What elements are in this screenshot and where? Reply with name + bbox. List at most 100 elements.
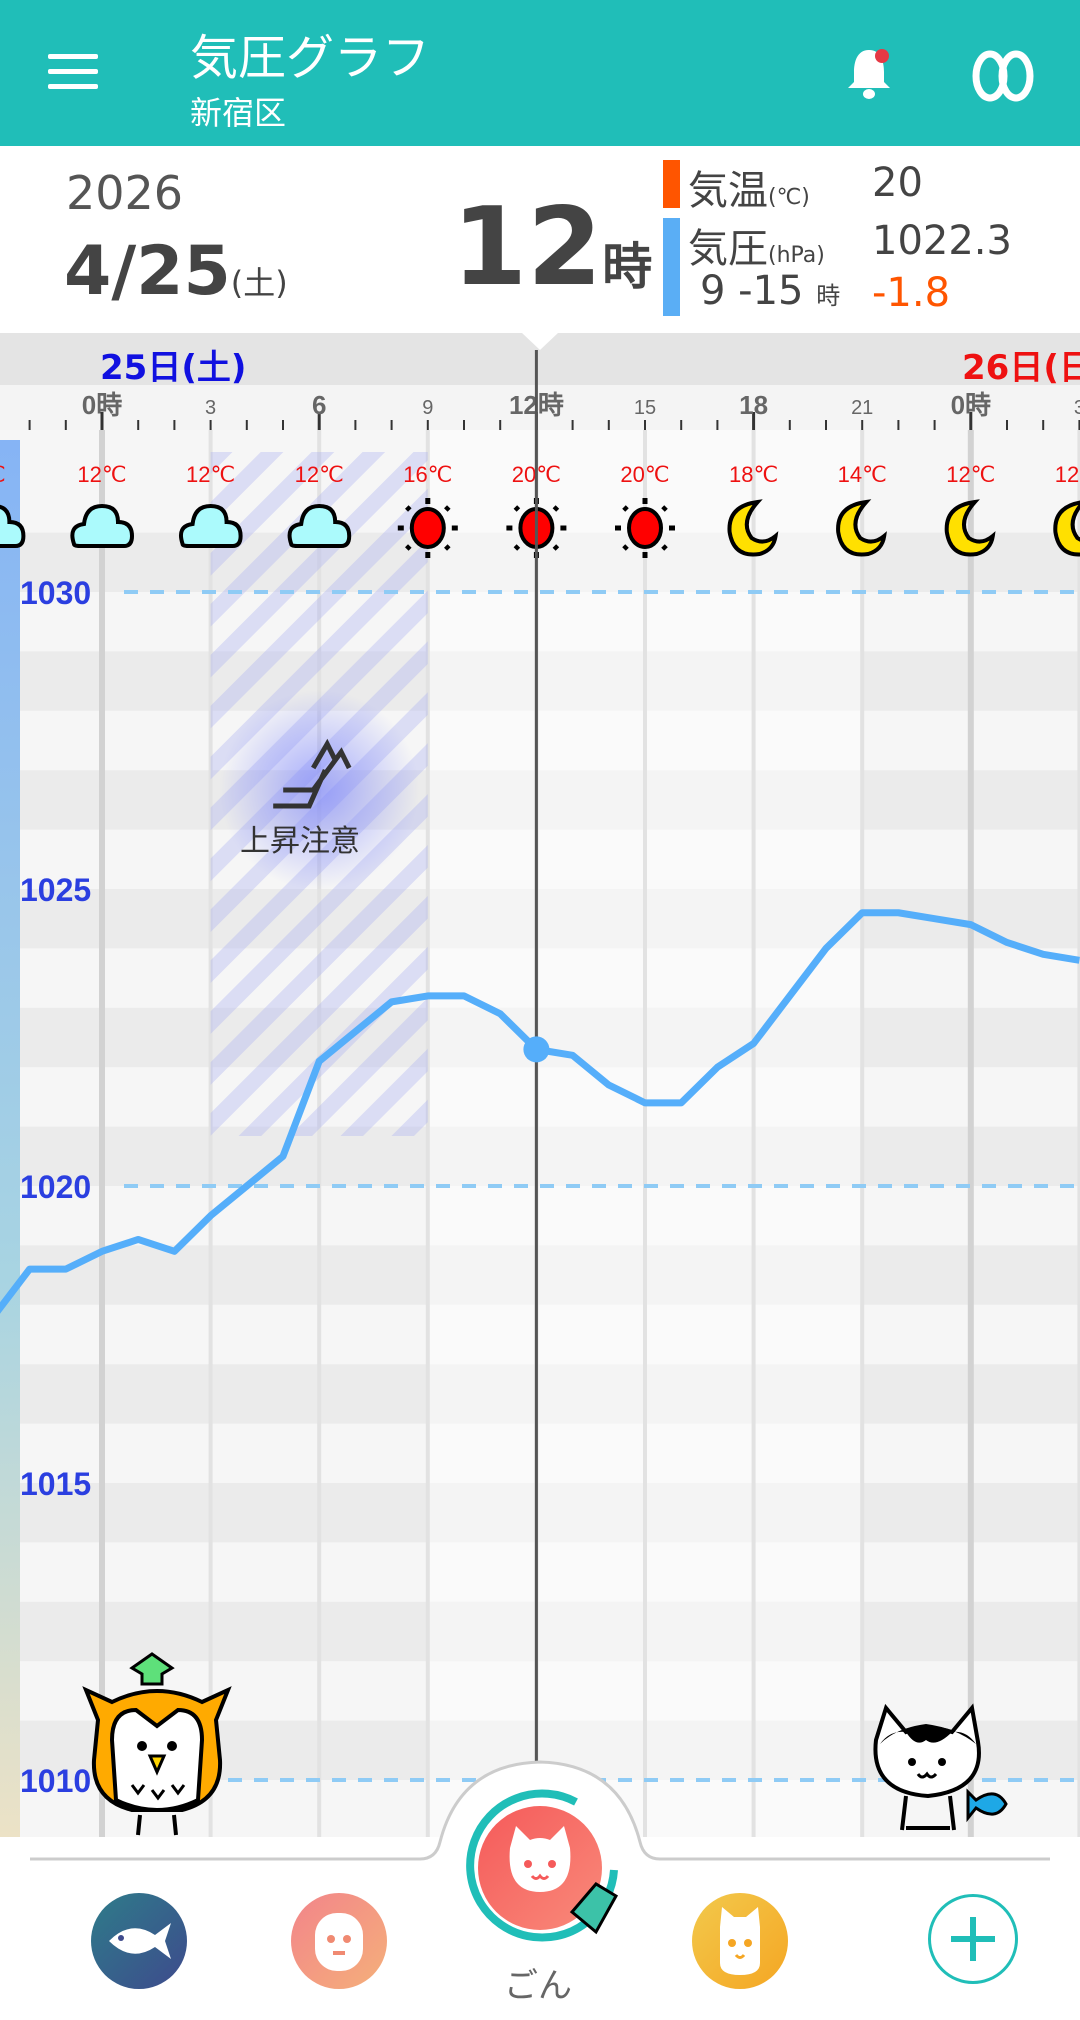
forecast-temperature: 12℃ [77, 462, 126, 487]
date-label-26: 26日(日 [962, 348, 1080, 388]
sun-shape [627, 507, 663, 549]
cloud-shape [70, 503, 135, 548]
moon-shape [836, 499, 887, 557]
notification-badge [875, 49, 889, 63]
chart-stripe [0, 1483, 1080, 1543]
fish-icon [109, 1923, 171, 1959]
chart-stripe [0, 1245, 1080, 1305]
chart-stripe [0, 1126, 1080, 1186]
sun-ray [622, 505, 629, 512]
nav-cat-button[interactable] [692, 1893, 788, 1989]
moon-icon [727, 499, 779, 557]
chart-stripe [0, 1601, 1080, 1662]
cat-character[interactable] [866, 1700, 1026, 1840]
forecast-temperature: 14℃ [838, 462, 887, 487]
date-value: 4/25 [64, 232, 231, 311]
time-label: 6 [312, 390, 326, 420]
bell-icon[interactable] [844, 44, 894, 102]
owl-character[interactable] [72, 1650, 242, 1840]
add-profile-button[interactable] [928, 1894, 1018, 1984]
sun-icon [397, 498, 458, 558]
sun-ray [405, 544, 412, 551]
forecast-temperature: 20℃ [620, 462, 669, 487]
hour-value: 12 [452, 185, 603, 310]
infinity-icon[interactable] [972, 48, 1036, 104]
moon-shape [727, 499, 779, 557]
sun-shape [409, 507, 446, 549]
cloud-shape [178, 503, 243, 548]
page-title: 気圧グラフ [190, 30, 431, 86]
rising-warning-label: 上昇注意 [240, 824, 360, 859]
selected-pressure-point [523, 1036, 550, 1063]
temperature-value: 20 [872, 160, 923, 206]
forecast-temperature: ℃ [0, 462, 6, 487]
moon-shape [1053, 500, 1080, 557]
pressure-label: 気圧(hPa) [688, 226, 825, 272]
nav-selected-gon-button[interactable] [456, 1772, 636, 1952]
sun-icon [615, 498, 675, 558]
sun-ray [552, 505, 560, 512]
cloud-shape [287, 503, 352, 548]
hamburger-menu-icon[interactable] [48, 54, 98, 92]
time-label: 18 [739, 390, 768, 420]
cloud-icon [70, 503, 135, 548]
time-label: 21 [851, 397, 873, 419]
year: 2026 [66, 166, 184, 220]
rising-arrows-icon [273, 738, 352, 809]
sun-ray [661, 544, 668, 551]
time-label: 15 [634, 397, 656, 419]
cloud-icon [178, 503, 243, 548]
face-icon [315, 1913, 363, 1971]
cat-icon [720, 1907, 760, 1975]
hour-unit: 時 [602, 238, 653, 296]
chart-stripe [0, 889, 1080, 949]
nav-face-button[interactable] [291, 1893, 387, 1989]
pressure-change: -1.8 [872, 270, 951, 316]
moon-icon [836, 499, 887, 557]
date-label-25: 25日(土) [100, 348, 247, 388]
pressure-axis-label: 1030 [20, 575, 91, 611]
moon-icon [944, 499, 996, 557]
forecast-temperature: 12℃ [946, 462, 995, 487]
plus-icon [951, 1917, 995, 1961]
forecast-temperature: 12℃ [1055, 462, 1080, 487]
sun-ray [405, 505, 412, 512]
nav-fish-button[interactable] [91, 1893, 187, 1989]
moon-shape [944, 499, 996, 557]
pressure-chart[interactable]: 0時36912時1518210時3℃12℃12℃12℃16℃20℃20℃18℃1… [0, 0, 1080, 1840]
pressure-axis-label: 1010 [20, 1763, 91, 1799]
pressure-axis-label: 1025 [20, 872, 91, 908]
selected-profile-name: ごん [504, 1966, 572, 2006]
forecast-temperature: 16℃ [403, 462, 452, 487]
forecast-temperature: 12℃ [186, 462, 235, 487]
time-label: 0時 [82, 390, 122, 420]
date: 4/25(土) [64, 232, 288, 311]
pressure-axis-label: 1015 [20, 1466, 91, 1502]
sun-ray [444, 544, 451, 551]
pressure-axis-label: 1020 [20, 1169, 91, 1205]
forecast-temperature: 12℃ [295, 462, 344, 487]
time-label: 3 [205, 397, 216, 419]
warning-glow [219, 690, 420, 890]
temperature-legend-bar [663, 160, 680, 208]
cloud-icon [287, 503, 352, 548]
sun-ray [552, 544, 560, 551]
app-header: 気圧グラフ 新宿区 [0, 0, 1080, 146]
sun-ray [661, 505, 668, 512]
sun-ray [513, 505, 521, 512]
chart-stripe [0, 770, 1080, 830]
pressure-legend-bar [663, 218, 680, 316]
moon-icon [1053, 500, 1080, 557]
sun-ray [444, 505, 451, 512]
pressure-scale-bar [0, 440, 20, 1837]
current-time-pointer [522, 333, 558, 350]
sun-ray [622, 544, 629, 551]
cloud-shape [0, 504, 26, 548]
forecast-temperature: 18℃ [729, 462, 778, 487]
selected-hour: 12時 [452, 194, 652, 302]
weekday: (土) [230, 264, 288, 302]
selected-time-info: 2026 4/25(土) 12時 気温(℃) 20 気圧(hPa) 1022.3… [0, 146, 1080, 333]
location-name[interactable]: 新宿区 [190, 94, 287, 132]
time-label: 9 [422, 397, 433, 419]
chart-stripe [0, 1364, 1080, 1424]
